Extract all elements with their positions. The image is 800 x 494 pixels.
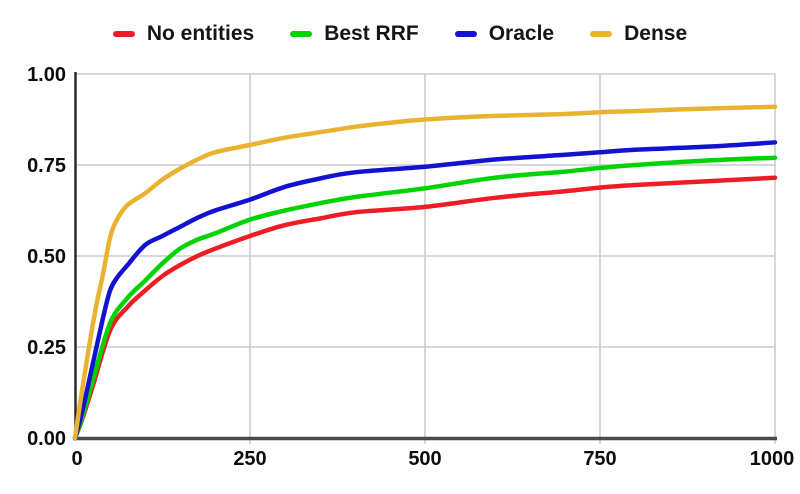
x-tick-label: 250	[233, 448, 266, 470]
chart-legend: No entities Best RRF Oracle Dense	[0, 22, 800, 46]
y-tick-label: 0.25	[27, 337, 66, 359]
series-line-dense	[72, 104, 778, 441]
legend-item-no-entities: No entities	[112, 22, 255, 46]
x-tick-label: 750	[583, 448, 616, 470]
legend-label: Oracle	[488, 22, 555, 45]
y-tick-label: 1.00	[27, 64, 66, 86]
x-tick-label: 1000	[750, 448, 795, 470]
series-line-no-entities	[72, 175, 778, 441]
legend-marker-dense	[590, 31, 613, 37]
y-tick-label: 0.50	[27, 246, 66, 268]
legend-item-dense: Dense	[590, 22, 687, 46]
legend-item-oracle: Oracle	[454, 22, 555, 46]
series-line-oracle	[72, 140, 778, 441]
y-tick-label: 0.75	[27, 155, 66, 177]
legend-label: Dense	[624, 22, 688, 45]
series-line-best-rrf	[72, 155, 778, 441]
legend-marker-best-rrf	[290, 31, 313, 37]
legend-marker-no-entities	[112, 31, 135, 37]
legend-marker-oracle	[454, 31, 477, 37]
x-tick-label: 0	[71, 448, 82, 470]
legend-item-best-rrf: Best RRF	[290, 22, 419, 46]
legend-label: No entities	[146, 22, 255, 45]
legend-label: Best RRF	[324, 22, 419, 45]
y-tick-label: 0.00	[27, 428, 66, 450]
x-tick-label: 500	[408, 448, 441, 470]
